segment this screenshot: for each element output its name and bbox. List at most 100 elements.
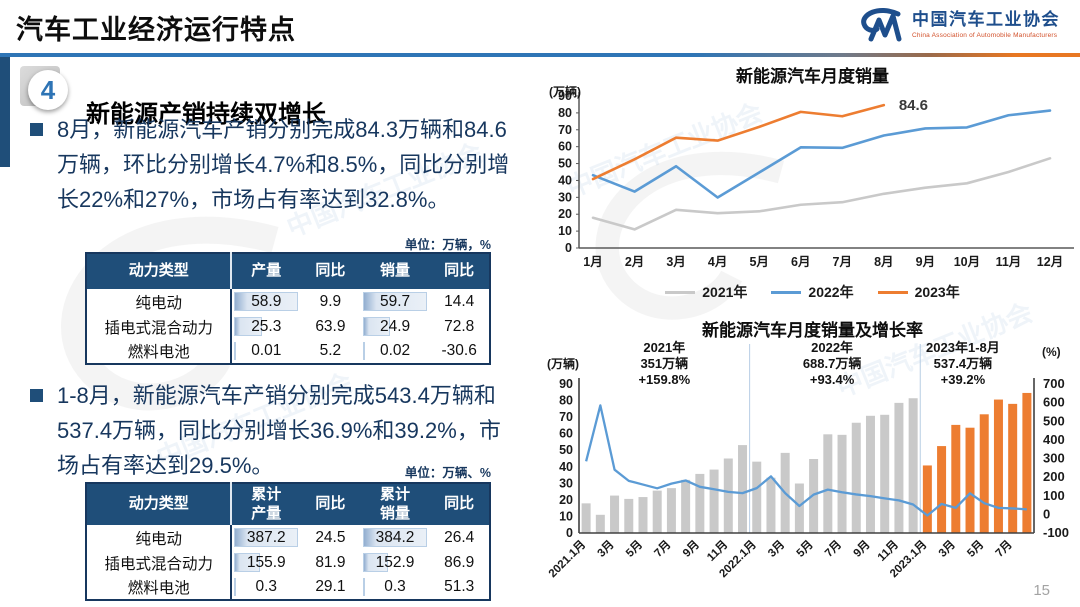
svg-text:100: 100: [1043, 488, 1065, 503]
svg-text:700: 700: [1043, 376, 1065, 391]
table-cell-databar: [234, 528, 299, 547]
table-cell-databar: [234, 317, 262, 336]
legend-label: 2022年: [808, 284, 854, 300]
svg-text:50: 50: [558, 157, 572, 171]
svg-text:11月: 11月: [704, 538, 730, 564]
sales-bar: [965, 427, 975, 533]
svg-text:40: 40: [558, 173, 572, 187]
table-cell: 51.3: [444, 578, 475, 595]
table-cell: 59.7: [361, 289, 430, 314]
svg-text:600: 600: [1043, 395, 1065, 410]
svg-text:3月: 3月: [765, 538, 787, 560]
table-cell-databar: [362, 528, 428, 547]
legend-item: 2022年: [771, 282, 854, 302]
table-cell: 384.2: [361, 525, 430, 550]
table-cell-value: 24.9: [379, 317, 411, 335]
table-cell-databar: [234, 341, 237, 361]
table-cell: 9.9: [319, 292, 342, 310]
table1-unit-label: 单位：万辆，%: [404, 238, 491, 252]
chart1-legend: 2021年 2022年 2023年: [545, 281, 1080, 303]
table-header-cell: 同比: [300, 253, 361, 289]
svg-text:2023年1-8月: 2023年1-8月: [926, 340, 1000, 355]
table-header-cell: 动力类型: [86, 253, 233, 289]
svg-text:9月: 9月: [851, 538, 873, 560]
svg-text:50: 50: [559, 443, 573, 457]
bullet-ytd-text: 1-8月，新能源汽车产销分别完成543.4万辆和537.4万辆，同比分别增长36…: [57, 383, 501, 478]
cma-logo: 中国汽车工业协会 China Association of Automobile…: [858, 7, 1060, 43]
monthly-sales-growth-chart: 新能源汽车月度销量及增长率 0 10 20 30 40 50 60 70 80 90 700 600 5…: [545, 316, 1080, 605]
bullet-august-text: 8月，新能源汽车产销分别完成84.3万辆和84.6万辆，环比分别增长4.7%和8…: [57, 117, 510, 212]
header-divider: [0, 53, 1080, 57]
chart2-axes: 0 10 20 30 40 50 60 70 80 90 700 600 500 400 300 200 100…: [546, 345, 1069, 580]
table-cell: 24.9: [361, 314, 430, 339]
table-cell-value: 58.9: [251, 292, 282, 310]
table-cell: 纯电动: [86, 525, 233, 550]
sales-bar: [837, 434, 847, 533]
sales-bar: [865, 415, 875, 533]
svg-text:(万辆): (万辆): [549, 84, 581, 99]
page-number: 15: [1033, 582, 1050, 599]
table-cell: 纯电动: [86, 289, 233, 314]
svg-text:10: 10: [558, 224, 572, 238]
table-cell: 24.5: [315, 528, 346, 546]
svg-text:0: 0: [566, 526, 573, 540]
series-line-2023年: [591, 103, 886, 181]
sales-bar: [752, 461, 762, 533]
sales-bar: [695, 473, 705, 533]
svg-text:3月: 3月: [936, 538, 958, 560]
svg-text:+159.8%: +159.8%: [638, 372, 690, 387]
svg-text:5月: 5月: [794, 538, 816, 560]
svg-text:1月: 1月: [583, 255, 602, 269]
svg-text:8月: 8月: [874, 255, 893, 269]
table-cell-value: 0.02: [379, 342, 411, 359]
svg-text:90: 90: [559, 377, 573, 391]
table-cell: 155.9: [231, 550, 300, 575]
svg-text:10月: 10月: [954, 255, 980, 269]
table-header-cell: 累计 销量: [360, 483, 430, 525]
sales-bar: [766, 477, 776, 533]
series-line-2022年: [591, 109, 1052, 199]
table-cell-value: 152.9: [375, 553, 415, 571]
bullet-square-icon: [30, 123, 43, 136]
legend-line-swatch: [877, 290, 908, 294]
bullet-square-icon: [30, 389, 43, 402]
svg-text:0: 0: [1043, 506, 1050, 521]
svg-text:0: 0: [565, 241, 572, 255]
chart2-year-dividers: [749, 344, 921, 533]
table-row: 纯电动 387.2 24.5 384.2 26.4: [86, 525, 490, 550]
table-cell-databar: [362, 292, 428, 311]
table-cell-value: 387.2: [246, 528, 286, 546]
chart2-title: 新能源汽车月度销量及增长率: [702, 321, 923, 340]
sales-bar: [937, 446, 947, 533]
sales-bar: [595, 514, 605, 533]
table-cell: 29.1: [315, 578, 346, 595]
table-cell-databar: [234, 292, 299, 311]
table-header-cell: 产量: [231, 253, 301, 289]
bullet-ytd: 1-8月，新能源汽车产销分别完成543.4万辆和537.4万辆，同比分别增长36…: [30, 378, 512, 483]
table-cell: 0.01: [231, 339, 300, 364]
svg-text:20: 20: [559, 493, 573, 507]
svg-text:-100: -100: [1043, 525, 1069, 540]
sales-bar: [922, 465, 932, 533]
table-row: 纯电动 58.9 9.9 59.7 14.4: [86, 289, 490, 314]
growth-rate-line: [584, 404, 1027, 517]
sales-bar: [951, 424, 961, 533]
table-cell: 25.3: [231, 314, 300, 339]
sales-bar: [638, 497, 648, 533]
svg-text:30: 30: [558, 190, 572, 204]
sales-bar: [581, 503, 591, 533]
svg-text:2月: 2月: [625, 255, 644, 269]
table-cell: 152.9: [361, 550, 430, 575]
sales-bar: [738, 445, 748, 533]
data-point-label: 84.6: [899, 97, 928, 114]
chart1-series: [591, 103, 1052, 231]
table-cell-databar: [362, 553, 389, 572]
svg-text:537.4万辆: 537.4万辆: [934, 356, 993, 371]
table-cell-value: 0.3: [255, 578, 278, 595]
svg-text:5月: 5月: [749, 255, 768, 269]
svg-text:3月: 3月: [595, 538, 617, 560]
svg-text:30: 30: [559, 476, 573, 490]
monthly-sales-line-chart: 0 10 20 30 40 50 60 70 80 90 1月 2月 3月 4月 5月 6月 7月 8月 9月 10月…: [549, 84, 1074, 269]
